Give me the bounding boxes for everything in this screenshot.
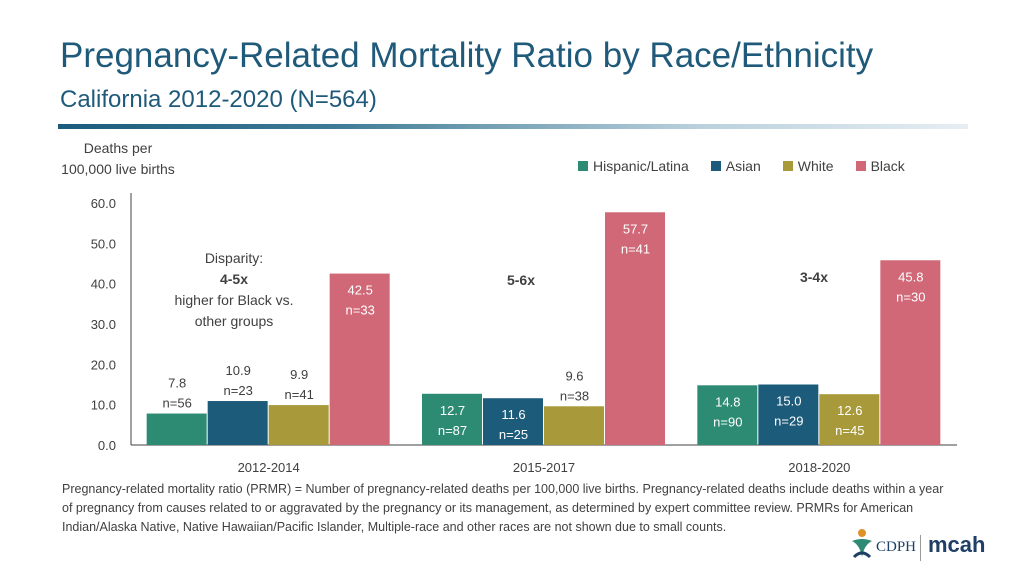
- legend-swatch-black: [855, 161, 866, 171]
- y-tick-label: 30.0: [91, 317, 116, 332]
- data-label: 12.6: [837, 403, 862, 418]
- page-subtitle: California 2012-2020 (N=564): [60, 86, 377, 113]
- bar-hispanic: [697, 385, 758, 445]
- legend-label-white: White: [797, 158, 834, 174]
- count-label: n=87: [438, 423, 467, 438]
- data-label: 9.9: [290, 367, 308, 382]
- x-tick-label: 2015-2017: [513, 460, 575, 475]
- chart-legend: Hispanic/Latina Asian White Black: [578, 158, 905, 174]
- legend-item-black: Black: [855, 158, 905, 174]
- legend-item-hispanic: Hispanic/Latina: [578, 158, 689, 174]
- x-tick-label: 2012-2014: [238, 460, 300, 475]
- count-label: n=30: [896, 289, 925, 304]
- bar-white: [544, 406, 604, 445]
- data-label: 9.6: [565, 368, 583, 383]
- disparity-annotation: 5-6x: [507, 272, 535, 288]
- data-label: 42.5: [348, 283, 373, 298]
- bar-white: [268, 405, 329, 445]
- logo-separator: [920, 535, 921, 561]
- bar-white: [819, 394, 880, 445]
- data-label: 14.8: [715, 394, 740, 409]
- count-label: n=25: [499, 427, 528, 442]
- bar-black: [605, 212, 665, 445]
- y-tick-label: 10.0: [91, 398, 116, 413]
- legend-label-hispanic: Hispanic/Latina: [593, 158, 689, 174]
- y-tick-label: 40.0: [91, 277, 116, 292]
- legend-swatch-white: [782, 161, 793, 171]
- count-label: n=23: [224, 383, 253, 398]
- count-label: n=41: [285, 387, 314, 402]
- data-label: 45.8: [898, 269, 923, 284]
- data-label: 57.7: [623, 221, 648, 236]
- footnote: Pregnancy-related mortality ratio (PRMR)…: [62, 482, 944, 534]
- data-label: 7.8: [168, 376, 186, 391]
- y-tick-label: 60.0: [91, 196, 116, 211]
- legend-swatch-asian: [710, 161, 721, 171]
- x-tick-label: 2018-2020: [788, 460, 850, 475]
- count-label: n=33: [346, 303, 375, 318]
- count-label: n=29: [774, 414, 803, 429]
- count-label: n=41: [621, 241, 650, 256]
- bar-hispanic: [422, 393, 482, 445]
- count-label: n=38: [560, 388, 589, 403]
- y-tick-label: 0.0: [98, 438, 116, 453]
- legend-label-black: Black: [870, 158, 905, 174]
- count-label: n=90: [713, 414, 742, 429]
- y-axis-label-line-1: Deaths per: [83, 140, 153, 156]
- bar-black: [329, 273, 390, 445]
- y-tick-label: 20.0: [91, 357, 116, 372]
- cdph-wordmark: CDPH: [876, 539, 917, 555]
- disparity-annotation: other groups: [195, 313, 274, 329]
- data-label: 12.7: [440, 403, 465, 418]
- cdph-figure-icon: [852, 529, 872, 559]
- data-label: 10.9: [226, 363, 251, 378]
- y-tick-label: 50.0: [91, 236, 116, 251]
- data-label: 11.6: [501, 407, 525, 422]
- bar-asian: [207, 401, 268, 445]
- bar-asian: [758, 384, 819, 445]
- disparity-annotation: higher for Black vs.: [174, 292, 293, 308]
- count-label: n=45: [835, 423, 864, 438]
- count-label: n=56: [163, 396, 192, 411]
- data-label: 15.0: [776, 394, 801, 409]
- bar-black: [880, 260, 941, 445]
- legend-label-asian: Asian: [725, 158, 761, 174]
- legend-item-white: White: [782, 158, 834, 174]
- legend-swatch-hispanic: [578, 161, 588, 171]
- legend-item-asian: Asian: [710, 158, 761, 174]
- title-divider: [58, 124, 968, 129]
- mcah-wordmark: mcah: [928, 532, 986, 557]
- bar-asian: [483, 398, 543, 445]
- y-axis-label-line-2: 100,000 live births: [61, 161, 175, 177]
- disparity-annotation: Disparity:: [205, 250, 263, 266]
- y-axis-label: Deaths per 100,000 live births: [58, 138, 178, 180]
- bar-hispanic: [146, 413, 207, 445]
- disparity-annotation: 3-4x: [800, 269, 828, 285]
- disparity-annotation: 4-5x: [220, 271, 248, 287]
- cdph-mcah-logo: CDPH mcah: [848, 527, 988, 563]
- page-title: Pregnancy-Related Mortality Ratio by Rac…: [60, 36, 874, 75]
